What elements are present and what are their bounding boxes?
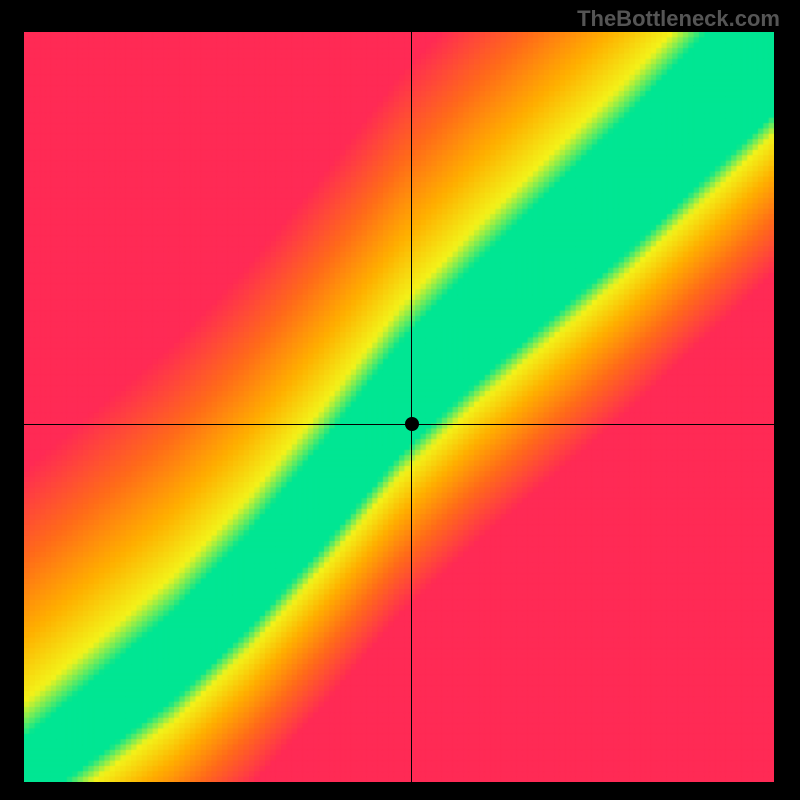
bottleneck-heatmap — [24, 32, 774, 782]
watermark-text: TheBottleneck.com — [577, 6, 780, 32]
heatmap-canvas — [24, 32, 774, 782]
